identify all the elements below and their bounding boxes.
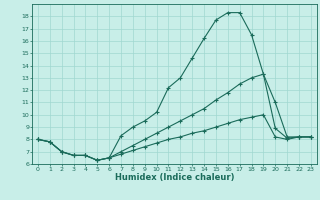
X-axis label: Humidex (Indice chaleur): Humidex (Indice chaleur): [115, 173, 234, 182]
